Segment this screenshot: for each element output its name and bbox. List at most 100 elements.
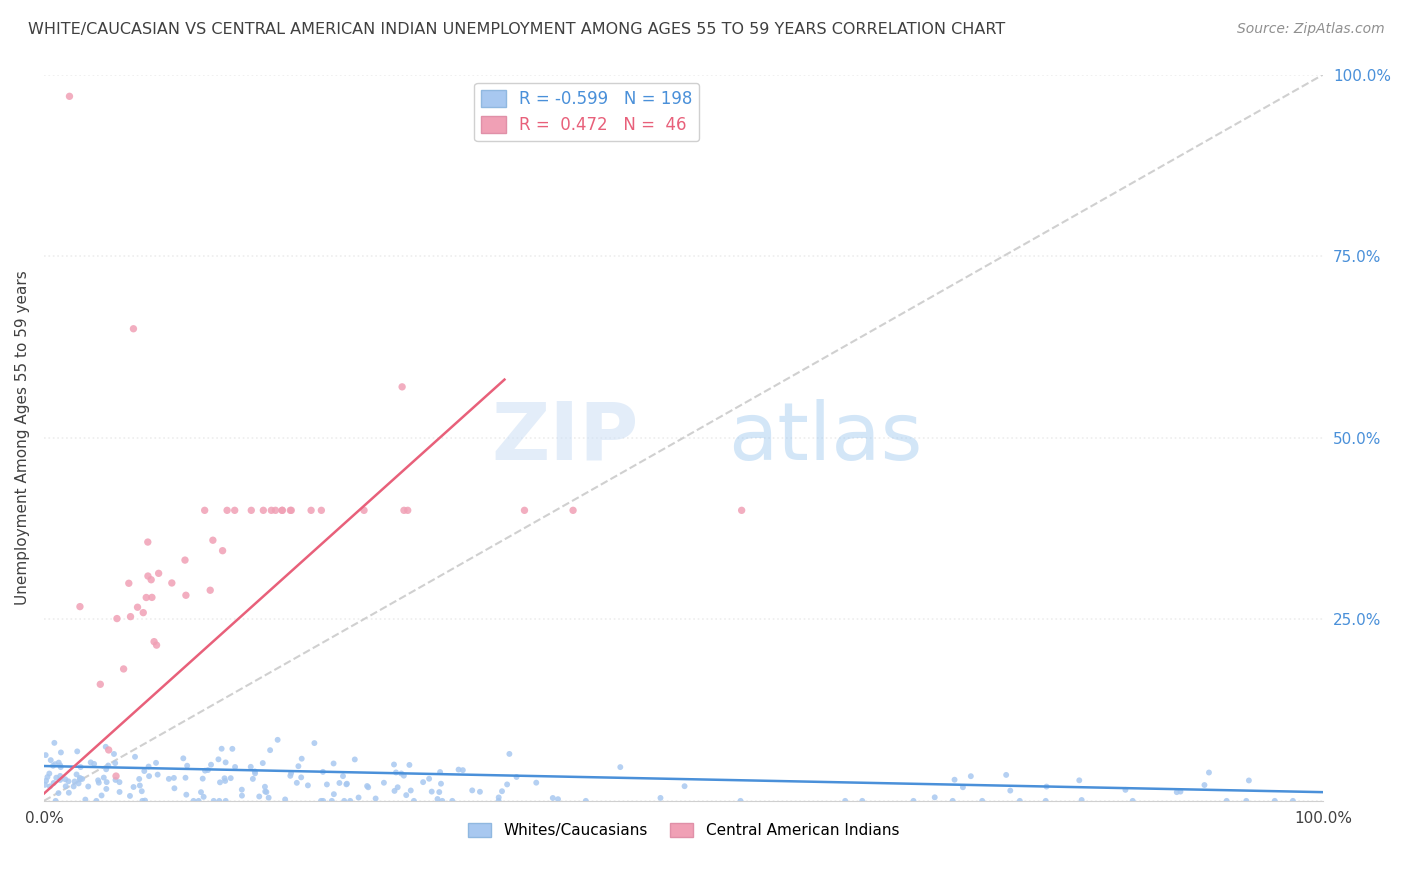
Point — [174, 771, 197, 785]
Point — [541, 791, 564, 805]
Point — [253, 780, 276, 794]
Point — [87, 773, 110, 788]
Point — [387, 780, 409, 795]
Point — [427, 785, 450, 799]
Text: WHITE/CAUCASIAN VS CENTRAL AMERICAN INDIAN UNEMPLOYMENT AMONG AGES 55 TO 59 YEAR: WHITE/CAUCASIAN VS CENTRAL AMERICAN INDI… — [28, 22, 1005, 37]
Point — [441, 794, 464, 808]
Point — [488, 794, 510, 808]
Point — [243, 766, 266, 780]
Point — [373, 776, 395, 790]
Point — [231, 789, 253, 803]
Point — [58, 89, 80, 103]
Point — [333, 794, 356, 808]
Point — [505, 770, 527, 784]
Point — [45, 771, 67, 785]
Point — [38, 766, 60, 780]
Point — [118, 789, 141, 803]
Point — [174, 588, 197, 602]
Point — [55, 779, 77, 793]
Point — [183, 794, 205, 808]
Point — [136, 535, 159, 549]
Point — [105, 611, 128, 625]
Point — [1215, 794, 1237, 808]
Point — [215, 794, 238, 808]
Point — [49, 772, 72, 787]
Point — [385, 765, 408, 780]
Point — [364, 791, 387, 805]
Point — [280, 503, 302, 517]
Point — [163, 781, 186, 796]
Point — [211, 543, 233, 558]
Point — [62, 780, 84, 794]
Point — [315, 777, 337, 791]
Point — [97, 743, 120, 757]
Point — [128, 779, 150, 793]
Point — [972, 794, 994, 808]
Point — [70, 772, 93, 786]
Point — [903, 794, 925, 808]
Point — [63, 774, 86, 789]
Point — [391, 380, 413, 394]
Point — [86, 794, 108, 808]
Point — [353, 503, 375, 517]
Point — [131, 784, 153, 798]
Point — [420, 784, 443, 798]
Point — [1122, 794, 1144, 808]
Point — [148, 566, 170, 581]
Point — [392, 503, 415, 517]
Point — [176, 758, 198, 772]
Point — [287, 759, 309, 773]
Point — [266, 732, 288, 747]
Point — [412, 775, 434, 789]
Point — [242, 772, 264, 786]
Point — [451, 763, 474, 777]
Point — [37, 770, 59, 784]
Point — [194, 764, 217, 778]
Point — [224, 760, 246, 774]
Point — [208, 775, 231, 789]
Point — [69, 599, 91, 614]
Point — [730, 794, 752, 808]
Point — [141, 591, 163, 605]
Point — [211, 741, 233, 756]
Point — [187, 794, 209, 808]
Point — [197, 763, 219, 777]
Point — [49, 758, 72, 772]
Point — [395, 788, 418, 802]
Point — [44, 736, 66, 750]
Point — [224, 503, 246, 517]
Legend: Whites/Caucasians, Central American Indians: Whites/Caucasians, Central American Indi… — [463, 817, 905, 844]
Point — [191, 772, 214, 786]
Point — [280, 503, 302, 517]
Point — [42, 776, 65, 790]
Point — [339, 794, 361, 808]
Point — [399, 783, 422, 797]
Point — [176, 788, 198, 802]
Point — [322, 787, 344, 801]
Point — [104, 772, 127, 787]
Point — [1194, 778, 1216, 792]
Point — [271, 503, 294, 517]
Point — [35, 773, 58, 788]
Point — [97, 758, 120, 772]
Point — [1234, 794, 1257, 808]
Point — [53, 772, 76, 787]
Point — [66, 744, 89, 758]
Point — [214, 773, 236, 788]
Point — [942, 794, 965, 808]
Point — [104, 756, 127, 771]
Point — [312, 764, 335, 779]
Point — [513, 503, 536, 517]
Point — [145, 638, 167, 652]
Point — [128, 772, 150, 786]
Point — [1000, 783, 1022, 797]
Point — [214, 756, 236, 770]
Point — [562, 503, 585, 517]
Point — [69, 771, 91, 785]
Point — [1069, 773, 1091, 788]
Point — [328, 776, 350, 790]
Point — [58, 786, 80, 800]
Point — [252, 756, 274, 770]
Point — [264, 503, 287, 517]
Point — [138, 769, 160, 783]
